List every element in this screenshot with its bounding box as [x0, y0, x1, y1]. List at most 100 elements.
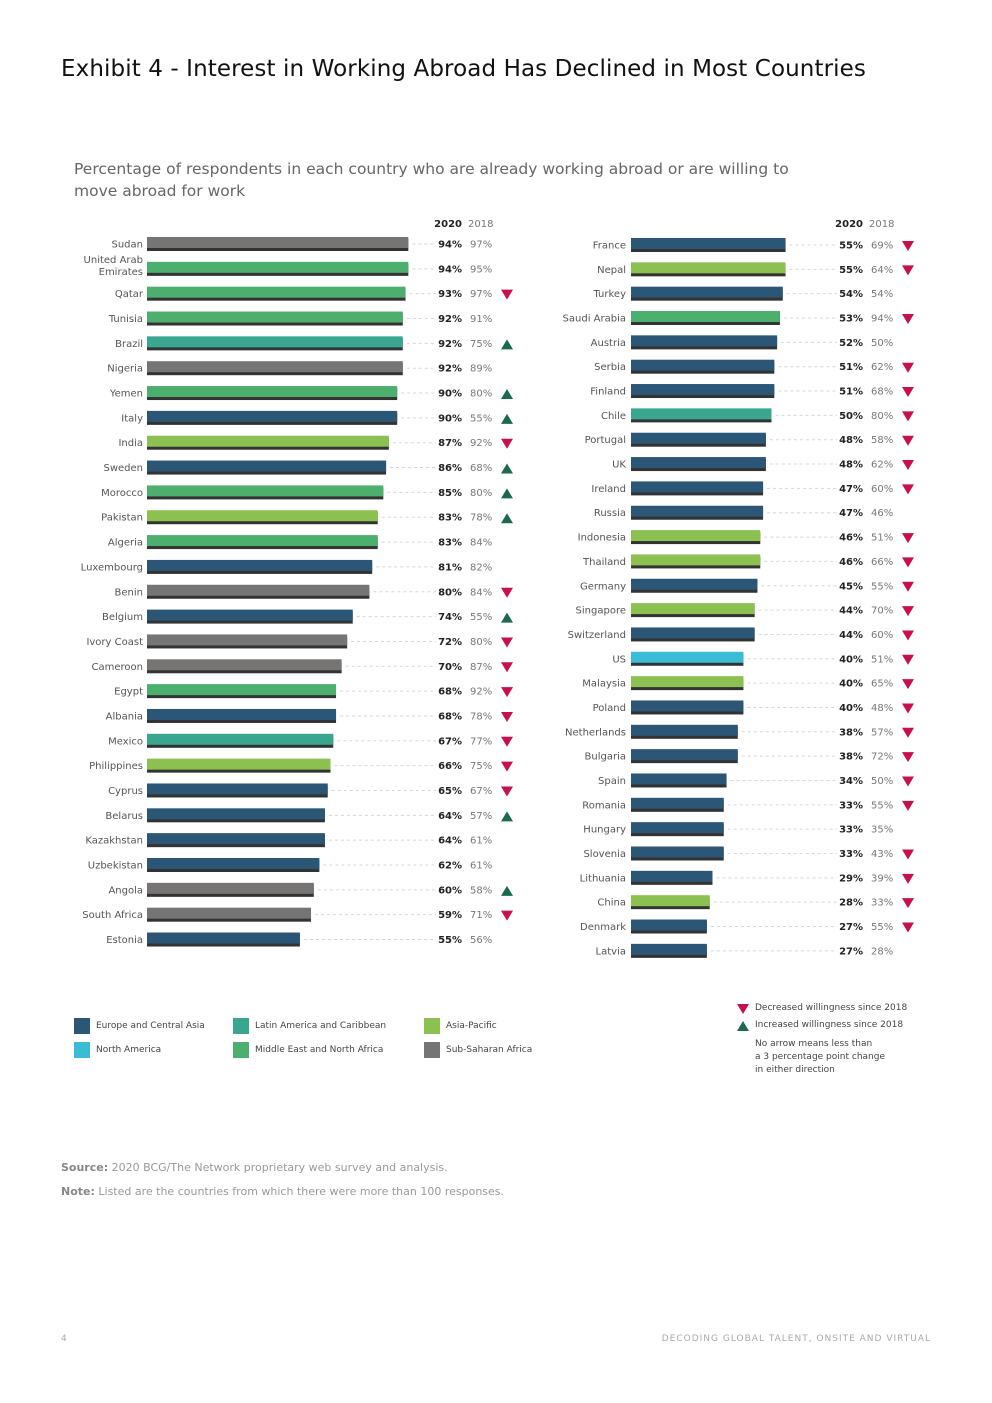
bar [147, 311, 403, 323]
decrease-arrow-icon [902, 435, 914, 446]
country-label: UK [612, 460, 626, 471]
value-2020: 93% [438, 289, 462, 300]
value-2018: 87% [470, 662, 492, 673]
value-2018: 58% [470, 885, 492, 896]
value-2020: 59% [438, 910, 462, 921]
value-2018: 80% [871, 411, 893, 422]
value-2020: 38% [839, 727, 863, 738]
bar [631, 408, 772, 420]
value-2018: 97% [470, 289, 492, 300]
value-2018: 33% [871, 898, 893, 909]
value-2018: 50% [871, 338, 893, 349]
decrease-arrow-icon [501, 786, 513, 797]
value-2020: 92% [438, 364, 462, 375]
country-label: Thailand [582, 557, 626, 568]
header-2020: 2020 [835, 219, 863, 230]
value-2020: 38% [839, 752, 863, 763]
bar [147, 386, 398, 398]
decrease-arrow-icon [902, 679, 914, 690]
bar [147, 460, 387, 472]
country-label: Sudan [112, 240, 144, 251]
decrease-arrow-icon [902, 533, 914, 544]
source-note: Source: 2020 BCG/The Network proprietary… [61, 1161, 448, 1174]
value-2018: 57% [871, 727, 893, 738]
legend-label: Asia-Pacific [446, 1021, 497, 1031]
country-label: Pakistan [101, 513, 143, 524]
bar [631, 822, 724, 834]
value-2018: 58% [871, 435, 893, 446]
country-label: France [593, 241, 626, 252]
value-2020: 27% [839, 946, 863, 957]
bar [631, 286, 783, 298]
decrease-arrow-icon [902, 727, 914, 738]
value-2018: 55% [871, 800, 893, 811]
bar [631, 505, 764, 517]
decrease-arrow-icon [902, 849, 914, 860]
value-2020: 64% [438, 811, 462, 822]
country-label: US [612, 654, 626, 665]
country-label: Sweden [103, 463, 143, 474]
value-2018: 43% [871, 849, 893, 860]
country-label: Mexico [108, 736, 143, 747]
bar [147, 808, 325, 820]
country-label: Brazil [115, 339, 143, 350]
decrease-arrow-icon [902, 703, 914, 714]
decrease-arrow-icon [902, 314, 914, 325]
country-label: Ivory Coast [86, 637, 143, 648]
country-label: Denmark [580, 922, 626, 933]
value-2018: 82% [470, 562, 492, 573]
country-label: Uzbekistan [88, 861, 143, 872]
arrow-key: Decreased willingness since 2018 Increas… [737, 1002, 907, 1077]
value-2018: 92% [470, 438, 492, 449]
legend-europe: Europe and Central Asia [74, 1018, 205, 1034]
value-2020: 33% [839, 800, 863, 811]
value-2020: 46% [839, 557, 863, 568]
increase-key: Increased willingness since 2018 [737, 1019, 907, 1032]
decrease-arrow-icon [501, 637, 513, 648]
right-panel: 2020 2018 France 55% 69% Nepal 55% 64% Turkey 54%… [563, 219, 914, 958]
decrease-arrow-icon [902, 362, 914, 373]
country-label: Spain [598, 776, 626, 787]
bar [147, 559, 373, 571]
country-label: Germany [580, 581, 626, 592]
value-2018: 94% [871, 314, 893, 325]
decrease-arrow-icon [902, 581, 914, 592]
value-2020: 68% [438, 687, 462, 698]
value-2018: 62% [871, 460, 893, 471]
decrease-arrow-icon [902, 654, 914, 665]
value-2020: 67% [438, 736, 462, 747]
increase-arrow-icon [501, 612, 513, 623]
value-2020: 62% [438, 861, 462, 872]
country-label: Egypt [114, 687, 143, 698]
bar [147, 783, 328, 795]
value-2018: 51% [871, 654, 893, 665]
country-label: Angola [108, 885, 143, 896]
country-label: Latvia [596, 946, 626, 957]
value-2020: 74% [438, 612, 462, 623]
value-2018: 51% [871, 533, 893, 544]
value-2020: 29% [839, 873, 863, 884]
bar [631, 797, 724, 809]
decrease-arrow-icon [501, 289, 513, 300]
country-label: Kazakhstan [85, 836, 143, 847]
value-2020: 33% [839, 849, 863, 860]
value-2020: 55% [839, 241, 863, 252]
value-2020: 51% [839, 387, 863, 398]
value-2020: 72% [438, 637, 462, 648]
value-2020: 48% [839, 435, 863, 446]
value-2018: 68% [470, 463, 492, 474]
bar [631, 481, 764, 493]
value-2020: 90% [438, 389, 462, 400]
bar [147, 858, 320, 869]
decrease-arrow-icon [902, 460, 914, 471]
country-label: Cyprus [108, 786, 143, 797]
decrease-arrow-icon [501, 687, 513, 698]
value-2018: 66% [871, 557, 893, 568]
value-2018: 46% [871, 508, 893, 519]
country-label: Slovenia [583, 849, 626, 860]
country-label: China [597, 898, 626, 909]
country-label: Singapore [576, 606, 626, 617]
value-2018: 39% [871, 873, 893, 884]
country-label: Turkey [592, 289, 626, 300]
